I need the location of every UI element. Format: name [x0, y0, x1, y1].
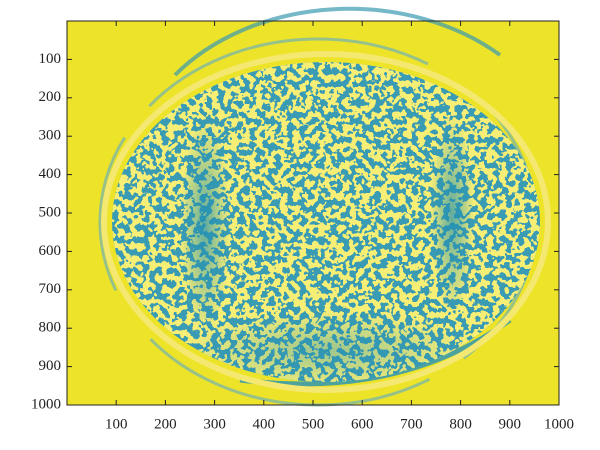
x-tick-label: 900: [499, 416, 522, 432]
x-tick-label: 100: [105, 416, 128, 432]
y-tick-label: 300: [39, 128, 62, 144]
ring-arc: [173, 6, 502, 77]
y-tick-label: 400: [39, 166, 62, 182]
rim: [101, 51, 551, 393]
speckle-disk: [112, 62, 540, 382]
y-tick-label: 200: [39, 89, 62, 105]
x-tick-label: 400: [253, 416, 276, 432]
x-tick-label: 800: [449, 416, 472, 432]
y-tick-label: 1000: [31, 396, 61, 412]
y-tick-label: 800: [39, 320, 62, 336]
y-tick-label: 600: [39, 243, 62, 259]
x-tick-label: 200: [154, 416, 177, 432]
y-tick-label: 700: [39, 281, 62, 297]
y-tick-label: 900: [39, 358, 62, 374]
x-tick-label: 1000: [544, 416, 574, 432]
dark-band: [430, 115, 474, 315]
x-tick-label: 300: [203, 416, 226, 432]
y-tick-label: 500: [39, 204, 62, 220]
dark-band: [176, 310, 476, 382]
dark-band: [180, 115, 230, 335]
x-tick-label: 700: [400, 416, 423, 432]
image: [67, 6, 559, 407]
y-tick-label: 100: [39, 51, 62, 67]
axes: 100 200 300 400 500 600 700 800 900 1000 100 200 300…: [31, 21, 574, 432]
x-tick-label: 500: [302, 416, 325, 432]
x-tick-label: 600: [351, 416, 374, 432]
